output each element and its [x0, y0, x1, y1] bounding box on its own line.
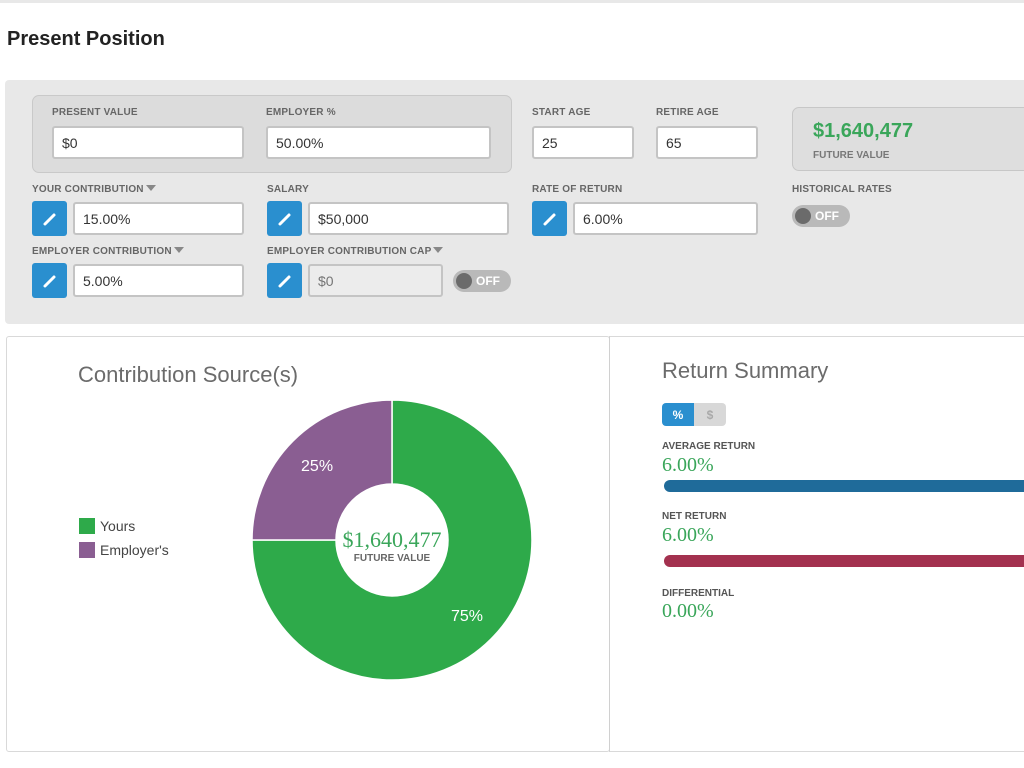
future-value-amount: $1,640,477 — [813, 120, 914, 142]
edit-employer-contribution-button[interactable] — [32, 263, 67, 298]
legend-label-yours: Yours — [100, 518, 136, 534]
salary-label: SALARY — [267, 184, 309, 195]
edit-your-contribution-button[interactable] — [32, 201, 67, 236]
historical-rates-toggle[interactable]: OFF — [792, 205, 850, 227]
employer-contribution-cap-label[interactable]: EMPLOYER CONTRIBUTION CAP — [267, 246, 444, 257]
donut-label-employers: 25% — [301, 458, 333, 475]
pencil-icon — [278, 275, 290, 287]
unit-toggle[interactable]: % $ — [662, 403, 726, 426]
historical-rates-label: HISTORICAL RATES — [792, 184, 892, 195]
differential-label: DIFFERENTIAL — [662, 588, 735, 599]
present-value-input[interactable] — [52, 126, 244, 159]
average-return-label: AVERAGE RETURN — [662, 441, 756, 452]
employer-pct-label: EMPLOYER % — [266, 107, 336, 118]
rate-of-return-label: RATE OF RETURN — [532, 184, 623, 195]
present-value-label: PRESENT VALUE — [52, 107, 138, 118]
legend-item-employers: Employer's — [79, 542, 169, 558]
employer-contribution-cap-input[interactable] — [308, 264, 443, 297]
toggle-state: OFF — [815, 209, 839, 223]
donut-label-yours: 75% — [451, 608, 483, 625]
donut-center-label: FUTURE VALUE — [354, 553, 431, 564]
edit-employer-contribution-cap-button[interactable] — [267, 263, 302, 298]
legend-item-yours: Yours — [79, 518, 135, 534]
future-value-label: FUTURE VALUE — [813, 150, 890, 161]
net-return-value: 6.00% — [662, 524, 714, 546]
salary-input[interactable] — [308, 202, 509, 235]
employer-pct-input[interactable] — [266, 126, 491, 159]
toggle-state: OFF — [476, 274, 500, 288]
legend-swatch-employers — [79, 542, 95, 558]
employer-contribution-label[interactable]: EMPLOYER CONTRIBUTION — [32, 246, 184, 257]
pencil-icon — [278, 213, 290, 225]
pencil-icon — [543, 213, 555, 225]
your-contribution-label[interactable]: YOUR CONTRIBUTION — [32, 184, 156, 195]
net-return-label: NET RETURN — [662, 511, 727, 522]
toggle-knob — [456, 273, 472, 289]
donut-slice-yours[interactable] — [251, 399, 533, 681]
start-age-input[interactable] — [532, 126, 634, 159]
chevron-down-icon[interactable] — [173, 247, 184, 253]
employer-contribution-cap-label-text: EMPLOYER CONTRIBUTION CAP — [267, 246, 432, 257]
unit-percent-button[interactable]: % — [662, 403, 694, 426]
return-summary-title: Return Summary — [662, 358, 829, 383]
toggle-knob — [795, 208, 811, 224]
rate-of-return-input[interactable] — [573, 202, 758, 235]
legend-label-employers: Employer's — [100, 542, 169, 558]
pencil-icon — [43, 213, 55, 225]
donut-slice-employers[interactable] — [251, 399, 393, 541]
chevron-down-icon[interactable] — [145, 185, 156, 191]
employer-contribution-label-text: EMPLOYER CONTRIBUTION — [32, 246, 172, 257]
start-age-label: START AGE — [532, 107, 591, 118]
contribution-sources-title: Contribution Source(s) — [78, 362, 299, 387]
employer-contribution-cap-toggle[interactable]: OFF — [453, 270, 511, 292]
page-title: Present Position — [7, 28, 165, 50]
differential-value: 0.00% — [662, 600, 714, 622]
donut-center-amount: $1,640,477 — [343, 527, 442, 552]
retire-age-input[interactable] — [656, 126, 758, 159]
retire-age-label: RETIRE AGE — [656, 107, 719, 118]
contribution-donut-chart: 75% 25% $1,640,477 FUTURE VALUE — [251, 399, 533, 681]
pencil-icon — [43, 275, 55, 287]
edit-salary-button[interactable] — [267, 201, 302, 236]
top-divider — [0, 0, 1024, 3]
your-contribution-label-text: YOUR CONTRIBUTION — [32, 184, 144, 195]
employer-contribution-input[interactable] — [73, 264, 244, 297]
future-value-box: $1,640,477 FUTURE VALUE — [792, 107, 1024, 171]
your-contribution-input[interactable] — [73, 202, 244, 235]
average-return-value: 6.00% — [662, 454, 714, 476]
edit-rate-of-return-button[interactable] — [532, 201, 567, 236]
chevron-down-icon[interactable] — [433, 247, 444, 253]
unit-dollar-button[interactable]: $ — [694, 403, 726, 426]
net-return-bar — [664, 555, 1024, 567]
legend-swatch-yours — [79, 518, 95, 534]
average-return-bar — [664, 480, 1024, 492]
